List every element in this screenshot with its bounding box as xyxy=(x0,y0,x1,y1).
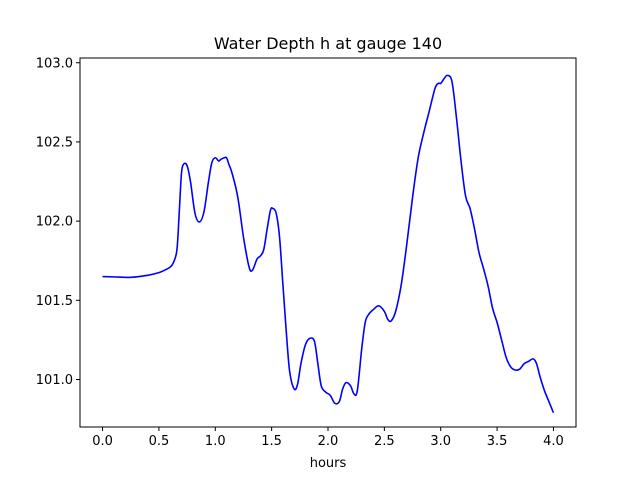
y-tick-label: 101.0 xyxy=(36,373,73,388)
x-tick-label: 0.0 xyxy=(92,434,113,449)
x-tick-label: 3.0 xyxy=(430,434,451,449)
y-tick-label: 102.5 xyxy=(36,135,73,150)
x-tick-label: 4.0 xyxy=(543,434,564,449)
series-group xyxy=(102,74,555,414)
y-tick-label: 101.5 xyxy=(36,294,73,309)
y-tick-label: 102.0 xyxy=(36,215,73,230)
y-axis-ticks: 101.0 101.5 102.0 102.5 103.0 xyxy=(36,56,80,388)
x-tick-label: 1.5 xyxy=(261,434,282,449)
x-tick-label: 2.0 xyxy=(318,434,339,449)
x-tick-label: 3.5 xyxy=(487,434,508,449)
x-tick-label: 1.0 xyxy=(205,434,226,449)
x-tick-label: 0.5 xyxy=(149,434,170,449)
series-line-0 xyxy=(102,74,555,414)
x-axis-label: hours xyxy=(310,456,347,471)
plot-background xyxy=(80,58,576,427)
y-tick-label: 103.0 xyxy=(36,56,73,71)
x-tick-label: 2.5 xyxy=(374,434,395,449)
chart-title: Water Depth h at gauge 140 xyxy=(214,34,442,53)
plot-frame xyxy=(79,57,577,428)
x-axis-ticks: 0.0 0.5 1.0 1.5 2.0 2.5 3.0 3.5 4.0 xyxy=(92,427,564,449)
